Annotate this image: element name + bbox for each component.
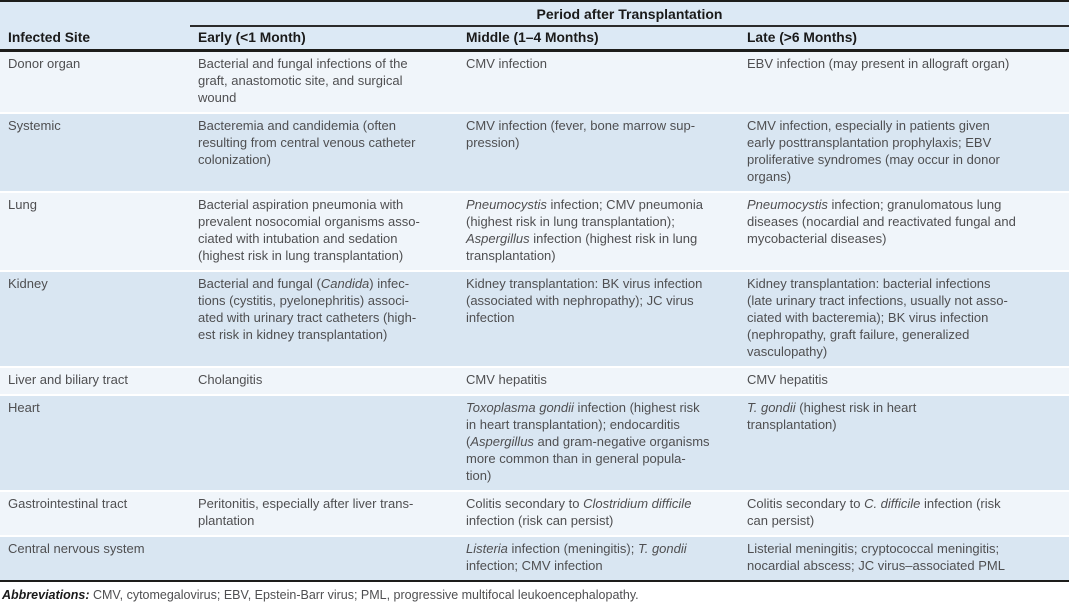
middle-period-cell: CMV hepatitis [458, 366, 739, 395]
table-row: Donor organ Bacterial and fungal infectio… [0, 50, 1069, 113]
infected-site-cell: Central nervous system [0, 535, 190, 581]
column-header-middle: Middle (1–4 Months) [458, 26, 739, 52]
column-header-late: Late (>6 Months) [739, 26, 1069, 52]
infected-site-cell: Lung [0, 191, 190, 271]
middle-period-cell: Listeria infection (meningitis); T. gond… [458, 535, 739, 581]
table-body: Donor organ Bacterial and fungal infectio… [0, 50, 1069, 581]
table-header: Period after Transplantation Infected Si… [0, 1, 1069, 52]
table-row: Systemic Bacteremia and candidemia (often… [0, 112, 1069, 192]
footnote-text: CMV, cytomegalovirus; EBV, Epstein-Barr … [89, 588, 639, 602]
table-row: Kidney Bacterial and fungal (Candida) inf… [0, 270, 1069, 367]
early-period-cell: Bacterial and fungal infections of the g… [198, 56, 408, 105]
infected-site-cell: Heart [0, 394, 190, 491]
span-header-period-after-transplantation: Period after Transplantation [190, 1, 1069, 27]
early-period-cell: Bacterial aspiration pneumonia with prev… [190, 191, 458, 271]
column-header-infected-site: Infected Site [0, 26, 190, 52]
early-period-cell [190, 394, 458, 491]
infected-site-cell: Donor organ [8, 56, 81, 71]
table-row: Heart Toxoplasma gondii infection (highes… [0, 394, 1069, 491]
table-row: Gastrointestinal tract Peritonitis, espec… [0, 490, 1069, 536]
early-period-cell: Bacterial and fungal (Candida) infec- ti… [190, 270, 458, 367]
early-period-cell: Bacteremia and candidemia (often resulti… [190, 112, 458, 192]
middle-period-cell: Kidney transplantation: BK virus infecti… [458, 270, 739, 367]
late-period-cell: CMV infection, especially in patients gi… [739, 112, 1069, 192]
early-period-cell [190, 535, 458, 581]
late-period-cell: Pneumocystis infection; granulomatous lu… [739, 191, 1069, 271]
column-header-early: Early (<1 Month) [190, 26, 458, 52]
table-footnote: Abbreviations: CMV, cytomegalovirus; EBV… [0, 582, 1069, 607]
table-row: Central nervous system Listeria infection… [0, 535, 1069, 581]
middle-period-cell: CMV infection (fever, bone marrow sup- p… [458, 112, 739, 192]
infected-site-cell: Liver and biliary tract [0, 366, 190, 395]
infected-site-cell: Kidney [0, 270, 190, 367]
early-period-cell: Cholangitis [190, 366, 458, 395]
late-period-cell: CMV hepatitis [739, 366, 1069, 395]
late-period-cell: EBV infection (may present in allograft … [747, 56, 1010, 71]
footnote-label: Abbreviations: [2, 588, 90, 602]
middle-period-cell: Colitis secondary to Clostridium diffici… [458, 490, 739, 536]
span-header-spacer [0, 1, 190, 26]
column-header-row: Infected Site Early (<1 Month) Middle (1… [0, 26, 1069, 52]
middle-period-cell: Toxoplasma gondii infection (highest ris… [458, 394, 739, 491]
late-period-cell: Listerial meningitis; cryptococcal menin… [739, 535, 1069, 581]
transplant-infection-table: Period after Transplantation Infected Si… [0, 0, 1069, 582]
middle-period-cell: CMV infection [466, 56, 547, 71]
early-period-cell: Peritonitis, especially after liver tran… [190, 490, 458, 536]
table-row: Lung Bacterial aspiration pneumonia with … [0, 191, 1069, 271]
infected-site-cell: Systemic [0, 112, 190, 192]
late-period-cell: Colitis secondary to C. difficile infect… [739, 490, 1069, 536]
table-row: Liver and biliary tract Cholangitis CMV he… [0, 366, 1069, 395]
late-period-cell: T. gondii (highest risk in heart transpl… [739, 394, 1069, 491]
span-header-row: Period after Transplantation [0, 1, 1069, 27]
infected-site-cell: Gastrointestinal tract [0, 490, 190, 536]
middle-period-cell: Pneumocystis infection; CMV pneumonia (h… [458, 191, 739, 271]
late-period-cell: Kidney transplantation: bacterial infect… [739, 270, 1069, 367]
